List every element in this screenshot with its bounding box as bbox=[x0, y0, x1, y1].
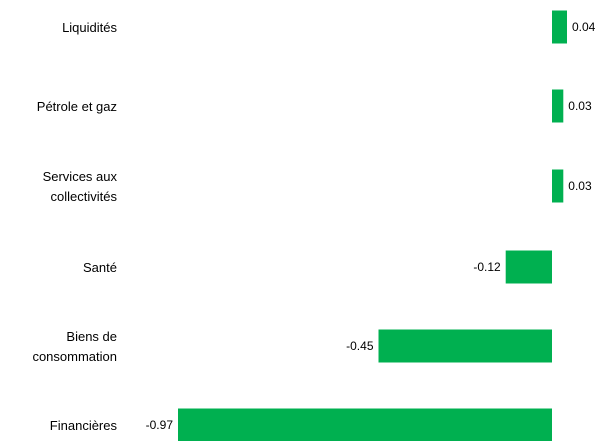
bar-services-aux-collectivites bbox=[552, 169, 564, 203]
bar-petrole-et-gaz bbox=[552, 89, 564, 123]
value-label-services-aux-collectivites: 0.03 bbox=[568, 179, 592, 193]
value-label-biens-de-consommation: -0.45 bbox=[346, 339, 374, 353]
bar-sante bbox=[505, 250, 552, 284]
category-label-petrole-et-gaz: Pétrole et gaz bbox=[37, 99, 117, 114]
category-label-biens-de-consommation: Biens de consommation bbox=[32, 329, 117, 364]
category-label-financieres: Financières bbox=[50, 418, 118, 433]
bar-biens-de-consommation bbox=[378, 329, 552, 363]
bar-liquidites bbox=[552, 10, 567, 44]
category-label-line: Financières bbox=[50, 418, 118, 433]
category-label-line: Services aux bbox=[43, 169, 118, 184]
category-label-line: Liquidités bbox=[62, 20, 117, 35]
value-label-sante: -0.12 bbox=[473, 260, 501, 274]
category-labels: Liquidités Pétrole et gaz Services aux coll… bbox=[32, 20, 117, 433]
category-label-line: consommation bbox=[32, 349, 117, 364]
value-label-petrole-et-gaz: 0.03 bbox=[568, 99, 592, 113]
value-labels: 0.04 0.03 0.03 -0.12 -0.45 -0.97 bbox=[146, 20, 596, 432]
value-label-financieres: -0.97 bbox=[146, 418, 174, 432]
category-label-line: collectivités bbox=[51, 189, 118, 204]
category-label-sante: Santé bbox=[83, 260, 117, 275]
category-label-line: Biens de bbox=[66, 329, 117, 344]
value-label-liquidites: 0.04 bbox=[572, 20, 596, 34]
category-label-line: Santé bbox=[83, 260, 117, 275]
category-label-services-aux-collectivites: Services aux collectivités bbox=[43, 169, 118, 204]
bar-financieres bbox=[178, 408, 552, 441]
category-label-line: Pétrole et gaz bbox=[37, 99, 117, 114]
category-label-liquidites: Liquidités bbox=[62, 20, 117, 35]
bars bbox=[178, 10, 567, 441]
